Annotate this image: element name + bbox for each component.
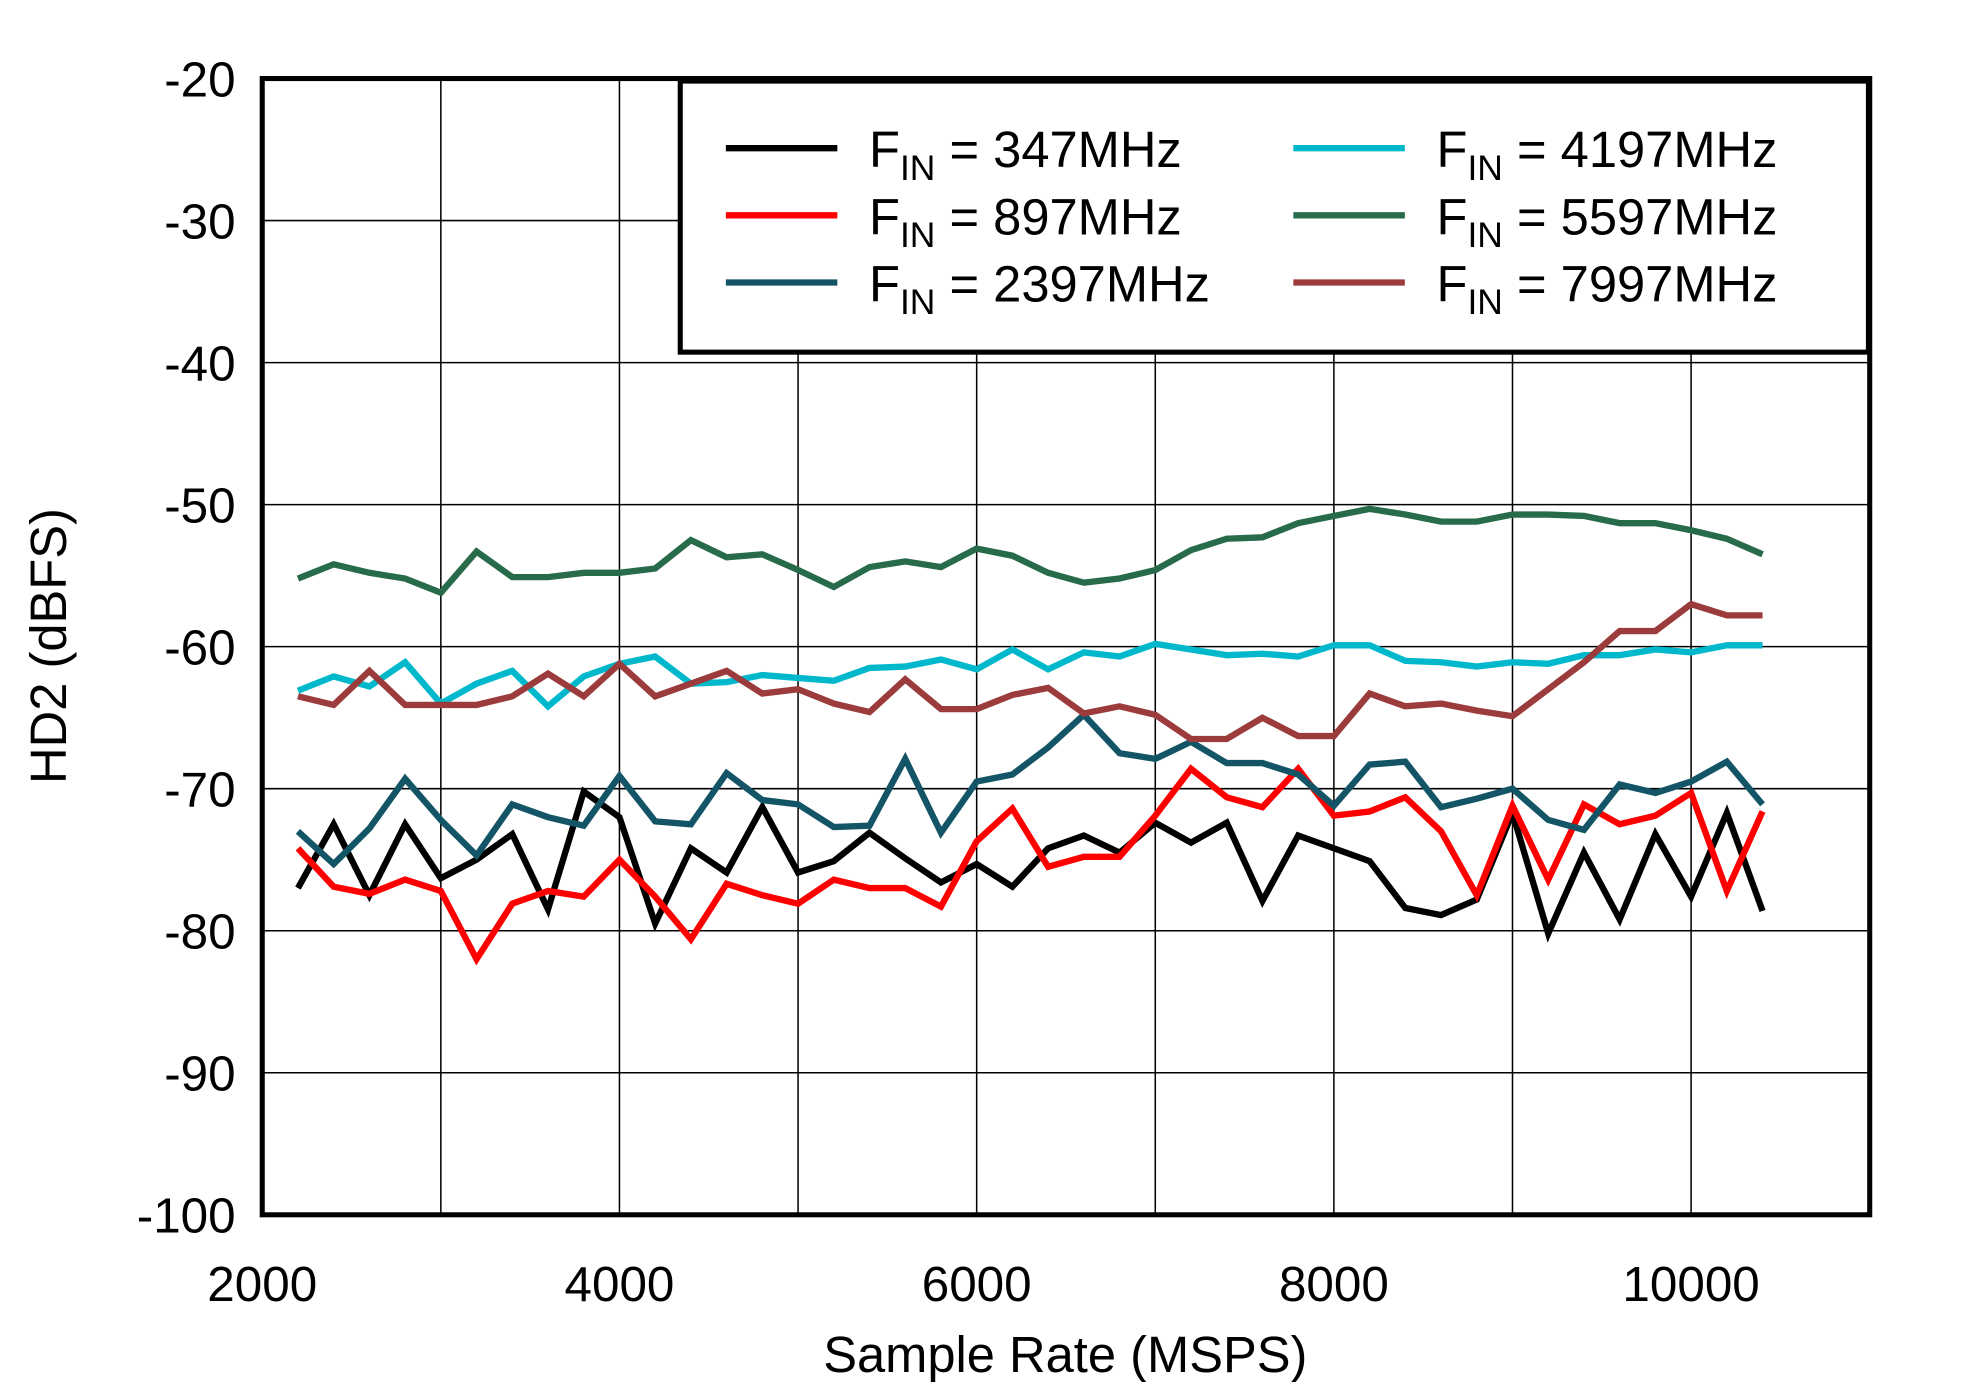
y-tick-label: -30 [164,194,235,249]
series-line-5 [296,505,1764,597]
x-tick-label: 6000 [922,1257,1032,1312]
y-tick-label: -70 [164,762,235,817]
legend-label: FIN = 4197MHz [1436,121,1777,188]
y-tick-label: -80 [164,904,235,959]
legend-label: FIN = 7997MHz [1436,255,1777,322]
legend-label: FIN = 2397MHz [869,255,1210,322]
y-tick-labels: -20 -30 -40 -50 -60 -70 -80 -90 -100 [137,52,236,1243]
series-lines [295,505,1766,966]
y-tick-label: -100 [137,1189,236,1244]
y-tick-label: -40 [164,336,235,391]
y-tick-label: -50 [164,478,235,533]
legend-label: FIN = 5597MHz [1436,188,1777,255]
series-line-3 [295,710,1765,869]
legend-box [677,78,1871,355]
x-tick-label: 4000 [565,1257,675,1312]
series-line-6 [297,600,1763,743]
x-tick-labels: 2000 4000 6000 8000 10000 [207,1257,1759,1312]
series-line-1 [295,786,1766,943]
y-axis-label: HD2 (dBFS) [20,508,77,784]
x-axis-label: Sample Rate (MSPS) [823,1326,1307,1382]
series-line-2 [295,763,1766,966]
y-tick-label: -60 [164,620,235,675]
legend-label: FIN = 897MHz [869,188,1182,255]
x-tick-label: 8000 [1279,1257,1389,1312]
x-tick-label: 10000 [1622,1257,1759,1312]
y-tick-label: -90 [164,1046,235,1101]
y-tick-label: -20 [164,52,235,107]
legend-label: FIN = 347MHz [869,121,1182,188]
x-tick-label: 2000 [207,1257,317,1312]
series-line-4 [296,640,1763,711]
